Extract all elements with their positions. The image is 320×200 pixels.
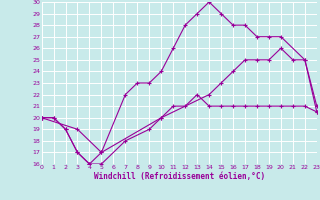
X-axis label: Windchill (Refroidissement éolien,°C): Windchill (Refroidissement éolien,°C) <box>94 172 265 181</box>
